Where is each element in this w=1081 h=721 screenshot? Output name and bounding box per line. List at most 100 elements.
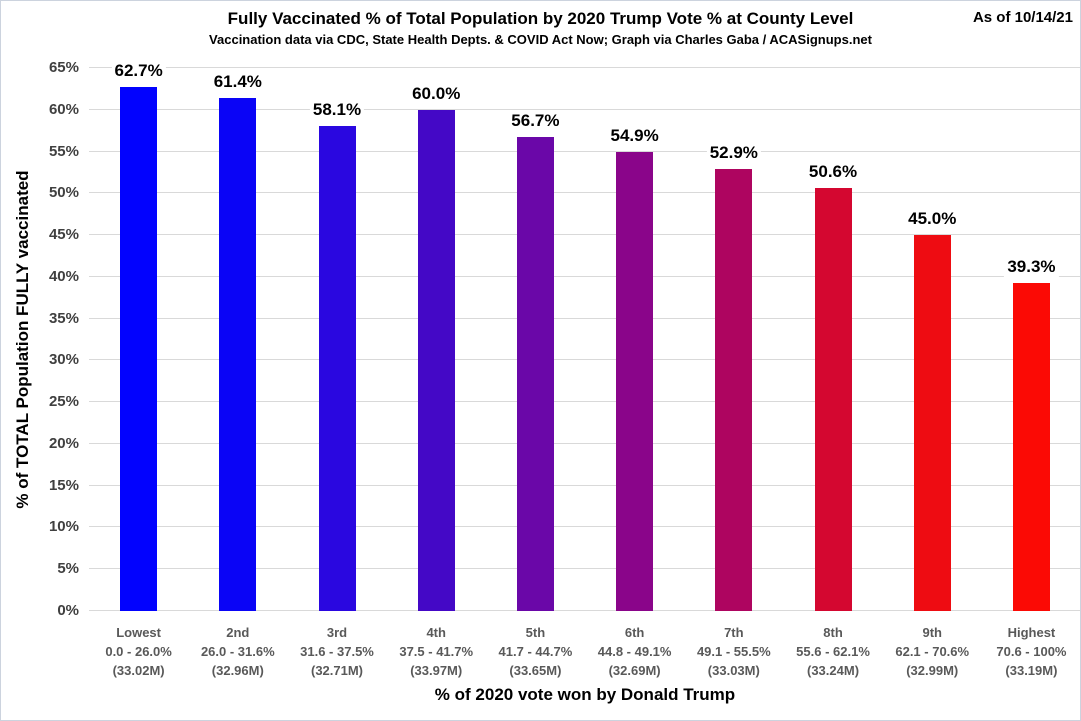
bar (814, 188, 852, 611)
y-tick-label: 45% (48, 226, 79, 244)
y-tick-label: 40% (48, 267, 79, 285)
gridline (89, 442, 1080, 444)
category-label: 6th 44.8 - 49.1% (32.69M) (585, 623, 684, 680)
category-range: 49.1 - 55.5% (696, 644, 771, 659)
plot-area: 62.7% 61.4% 58.1% 60.0% 56.7% 54.9% 52.9% 50.6%… (89, 61, 1080, 611)
y-tick-label: 10% (48, 518, 79, 536)
bar-column: 52.9% (684, 68, 783, 611)
category-population: (33.65M) (509, 663, 562, 678)
bar-value-label: 45.0% (905, 209, 960, 230)
bar-column: 61.4% (188, 68, 287, 611)
category-population: (32.71M) (310, 663, 364, 678)
bar-column: 62.7% (89, 61, 188, 611)
gridline (89, 108, 1080, 110)
x-axis-title: % of 2020 vote won by Donald Trump (434, 685, 736, 704)
category-population: (32.99M) (906, 663, 959, 678)
y-tick-label: 60% (48, 100, 79, 118)
category-label: Lowest 0.0 - 26.0% (33.02M) (89, 623, 188, 680)
bar-value-label: 50.6% (805, 162, 861, 183)
category-population: (32.69M) (608, 663, 661, 678)
category-population: (33.19M) (1005, 663, 1058, 678)
chart-subtitle: Vaccination data via CDC, State Health D… (209, 32, 872, 47)
category-rank: Lowest (116, 625, 161, 640)
category-label: 5th 41.7 - 44.7% (33.65M) (486, 623, 585, 680)
bar (1012, 282, 1050, 611)
y-axis-tick-labels: 0% 5% 10% 15% 20% 25% 30% 35% 40% 45% 50% 55% 60% 65% (1, 59, 79, 619)
bar (616, 152, 654, 611)
gridline (89, 401, 1080, 403)
category-range: 44.8 - 49.1% (597, 644, 672, 659)
category-label: 3rd 31.6 - 37.5% (32.71M) (287, 623, 386, 680)
x-axis-labels: Lowest 0.0 - 26.0% (33.02M) 2nd 26.0 - 31.6%… (89, 623, 1080, 680)
category-range: 62.1 - 70.6% (895, 644, 970, 659)
category-rank: 5th (525, 625, 546, 640)
gridline (89, 317, 1080, 319)
gridline (89, 192, 1080, 194)
bar (516, 137, 554, 611)
bar-value-label: 52.9% (706, 143, 761, 164)
gridline (89, 359, 1080, 361)
bar (120, 87, 158, 611)
category-rank: 4th (426, 625, 446, 640)
category-rank: 9th (922, 625, 942, 640)
bar-column: 56.7% (486, 68, 585, 611)
gridline (89, 526, 1080, 528)
category-range: 70.6 - 100% (996, 644, 1067, 659)
gridline (89, 275, 1080, 277)
bar-column: 50.6% (783, 68, 882, 611)
bar-column: 39.3% (982, 68, 1080, 611)
bar (219, 98, 257, 611)
category-label: Highest 70.6 - 100% (33.19M) (982, 623, 1080, 680)
bar-series: 62.7% 61.4% 58.1% 60.0% 56.7% 54.9% 52.9% 50.6%… (89, 61, 1080, 611)
y-tick-label: 0% (57, 602, 79, 619)
category-population: (32.96M) (211, 663, 264, 678)
bar-column: 45.0% (883, 68, 982, 611)
bar (318, 125, 356, 611)
category-population: (33.03M) (707, 663, 760, 678)
category-range: 0.0 - 26.0% (105, 644, 172, 659)
y-tick-label: 15% (48, 476, 79, 494)
category-rank: 3rd (326, 625, 348, 640)
bar-column: 54.9% (585, 68, 684, 611)
category-rank: 8th (823, 625, 843, 640)
gridline (89, 610, 1080, 611)
bar-column: 58.1% (287, 68, 386, 611)
category-rank: 7th (724, 625, 744, 640)
bar-value-label: 39.3% (1004, 256, 1059, 277)
category-range: 41.7 - 44.7% (498, 644, 573, 659)
y-tick-label: 25% (48, 393, 79, 411)
y-tick-label: 20% (48, 434, 79, 452)
category-label: 7th 49.1 - 55.5% (33.03M) (684, 623, 783, 680)
bar (913, 235, 951, 611)
y-tick-label: 30% (48, 351, 79, 369)
category-label: 2nd 26.0 - 31.6% (32.96M) (188, 623, 287, 680)
gridline (89, 484, 1080, 486)
y-tick-label: 35% (48, 309, 79, 327)
bar-value-label: 54.9% (607, 126, 662, 147)
category-label: 8th 55.6 - 62.1% (33.24M) (783, 623, 882, 680)
y-tick-label: 55% (48, 142, 79, 160)
bar-value-label: 56.7% (508, 111, 563, 132)
as-of-date: As of 10/14/21 (972, 9, 1073, 26)
y-tick-label: 50% (48, 184, 79, 202)
category-population: (33.02M) (112, 663, 165, 678)
category-population: (33.24M) (807, 663, 860, 678)
y-tick-label: 65% (48, 59, 79, 76)
bar-column: 60.0% (387, 68, 486, 611)
bar-value-label: 60.0% (409, 83, 464, 104)
category-population: (33.97M) (410, 663, 463, 678)
category-rank: Highest (1007, 625, 1056, 640)
gridline (89, 568, 1080, 570)
gridline (89, 234, 1080, 236)
bar-value-label: 58.1% (309, 99, 365, 120)
bar (715, 169, 753, 611)
gridline (89, 150, 1080, 152)
category-range: 55.6 - 62.1% (796, 644, 870, 659)
category-label: 4th 37.5 - 41.7% (33.97M) (387, 623, 486, 680)
bar (417, 109, 455, 611)
category-label: 9th 62.1 - 70.6% (32.99M) (883, 623, 982, 680)
category-range: 31.6 - 37.5% (300, 644, 374, 659)
chart-title: Fully Vaccinated % of Total Population b… (227, 9, 854, 28)
bar-value-label: 61.4% (210, 72, 265, 93)
